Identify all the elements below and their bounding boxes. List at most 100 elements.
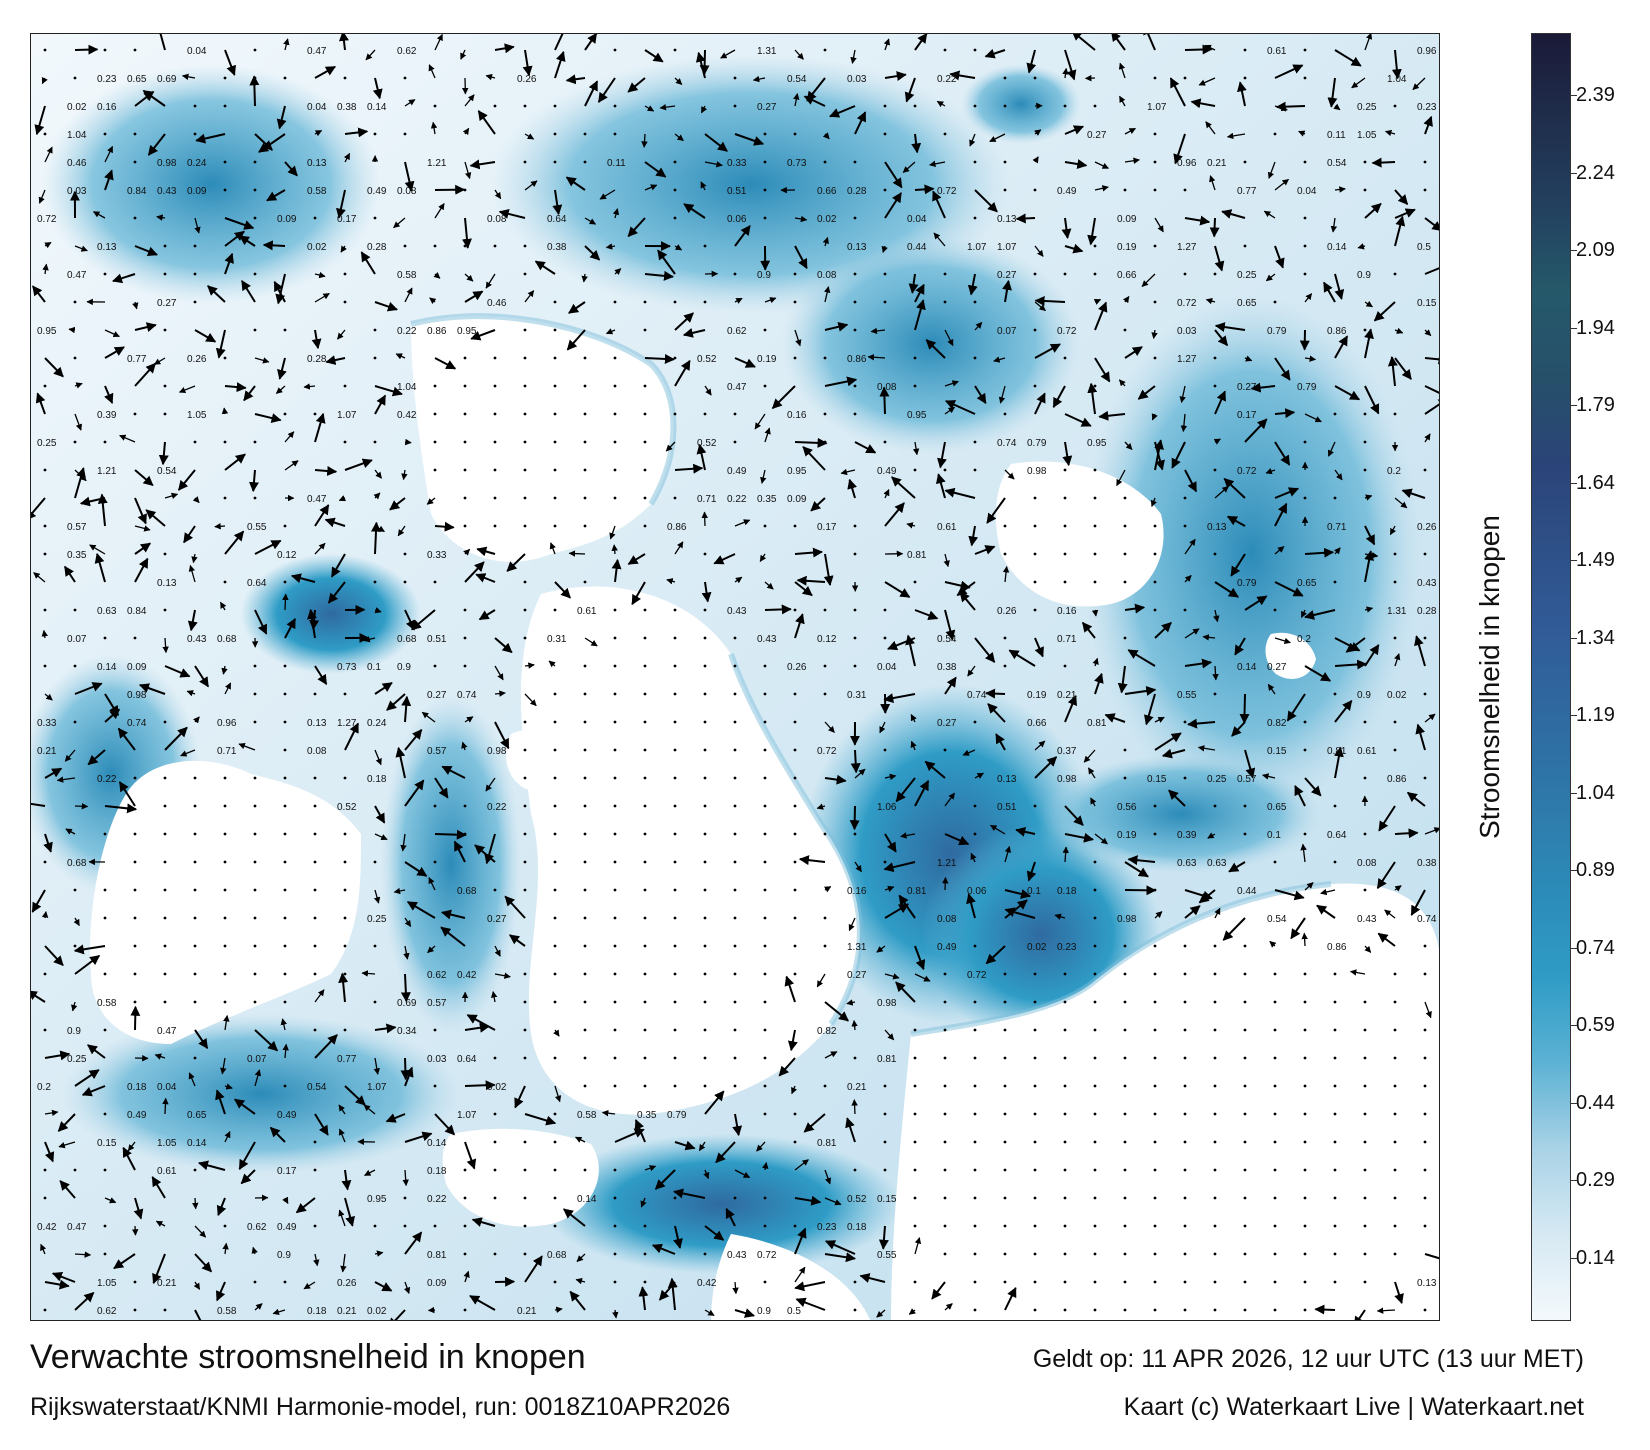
grid-dot xyxy=(313,944,317,948)
current-arrow xyxy=(846,999,856,1006)
current-arrow xyxy=(1187,718,1216,729)
current-arrow xyxy=(627,77,646,93)
speed-value-label: 1.31 xyxy=(757,46,777,57)
current-arrow xyxy=(142,89,166,107)
current-arrow xyxy=(194,1029,209,1050)
current-arrow xyxy=(31,802,46,807)
current-arrow xyxy=(822,236,829,247)
grid-dot xyxy=(373,440,377,444)
speed-value-label: 0.86 xyxy=(1387,774,1407,785)
current-speed-map[interactable]: 0.04 0.47 0.62 1.31 0.61 0.96 0.23 0.65 0.69 0.26… xyxy=(30,33,1440,1321)
speed-value-label: 0.81 xyxy=(817,1138,837,1149)
grid-dot xyxy=(523,160,527,164)
land-small-islet-2 xyxy=(1265,632,1316,679)
grid-dot xyxy=(103,888,107,892)
current-arrow xyxy=(734,1169,751,1179)
grid-dot xyxy=(1213,1056,1217,1060)
grid-dot xyxy=(853,1168,857,1172)
grid-dot xyxy=(1363,1000,1367,1004)
current-arrow xyxy=(966,893,976,919)
current-arrow xyxy=(1406,791,1426,807)
current-arrow xyxy=(1424,713,1436,723)
current-arrow xyxy=(631,581,646,606)
grid-dot xyxy=(1123,496,1127,500)
current-arrow xyxy=(74,682,103,695)
grid-dot xyxy=(703,300,707,304)
current-arrow xyxy=(1002,279,1012,303)
grid-dot xyxy=(853,384,857,388)
current-arrow xyxy=(374,833,388,841)
current-arrow xyxy=(44,945,64,967)
current-arrow xyxy=(914,34,928,51)
current-arrow xyxy=(1154,911,1163,919)
current-arrow xyxy=(1064,243,1084,254)
grid-dot xyxy=(793,720,797,724)
current-arrow xyxy=(1384,909,1396,919)
speed-value-label: 0.96 xyxy=(1417,46,1437,57)
current-arrow xyxy=(1414,635,1426,667)
current-arrow xyxy=(1265,468,1276,475)
grid-dot xyxy=(1033,188,1037,192)
speed-value-label: 1.27 xyxy=(1177,354,1197,365)
speed-value-label: 0.04 xyxy=(307,102,327,113)
speed-value-label: 1.21 xyxy=(97,466,117,477)
grid-dot xyxy=(223,440,227,444)
current-arrow xyxy=(1314,1304,1336,1315)
speed-value-label: 0.12 xyxy=(277,550,297,561)
current-arrow xyxy=(485,273,496,289)
grid-dot xyxy=(1153,804,1157,808)
current-arrow xyxy=(1351,77,1366,89)
current-arrow xyxy=(74,1291,95,1311)
grid-dot xyxy=(193,272,197,276)
current-arrow xyxy=(522,49,533,77)
grid-dot xyxy=(913,1084,917,1088)
grid-dot xyxy=(523,412,527,416)
current-arrow xyxy=(314,504,330,527)
current-arrow xyxy=(847,478,857,499)
grid-dot xyxy=(253,888,257,892)
grid-dot xyxy=(223,580,227,584)
speed-value-label: 0.25 xyxy=(67,1054,87,1065)
grid-dot xyxy=(1393,1084,1397,1088)
grid-dot xyxy=(613,1028,617,1032)
grid-dot xyxy=(613,132,617,136)
grid-dot xyxy=(1063,1252,1067,1256)
current-arrow xyxy=(254,413,282,423)
grid-dot xyxy=(1093,1140,1097,1144)
current-arrow xyxy=(1304,547,1335,558)
speed-value-label: 0.98 xyxy=(157,158,177,169)
current-arrow xyxy=(1244,418,1268,443)
grid-dot xyxy=(1153,524,1157,528)
current-arrow xyxy=(134,557,149,583)
grid-dot xyxy=(673,720,677,724)
grid-dot xyxy=(943,300,947,304)
current-arrow xyxy=(1376,1307,1396,1314)
grid-dot xyxy=(1333,1224,1337,1228)
grid-dot xyxy=(643,440,647,444)
grid-dot xyxy=(133,832,137,836)
current-arrow xyxy=(1424,385,1439,394)
grid-dot xyxy=(673,1000,677,1004)
grid-dot xyxy=(1033,1140,1037,1144)
current-arrow xyxy=(389,497,406,511)
current-arrow xyxy=(1087,382,1098,415)
grid-dot xyxy=(283,972,287,976)
current-arrow xyxy=(74,1069,100,1087)
current-arrow xyxy=(325,355,346,365)
grid-dot xyxy=(613,48,617,52)
speed-value-label: 0.26 xyxy=(337,1278,357,1289)
grid-dot xyxy=(253,160,257,164)
speed-value-label: 0.79 xyxy=(1267,326,1287,337)
current-arrow xyxy=(434,777,449,799)
grid-dot xyxy=(583,748,587,752)
current-arrow xyxy=(195,133,226,144)
grid-dot xyxy=(493,888,497,892)
current-arrow xyxy=(1364,606,1374,613)
grid-dot xyxy=(433,804,437,808)
grid-dot xyxy=(553,1056,557,1060)
current-arrow xyxy=(1083,749,1096,763)
current-arrow xyxy=(485,777,496,792)
speed-value-label: 0.74 xyxy=(997,438,1017,449)
grid-dot xyxy=(763,692,767,696)
current-arrow xyxy=(68,326,76,334)
